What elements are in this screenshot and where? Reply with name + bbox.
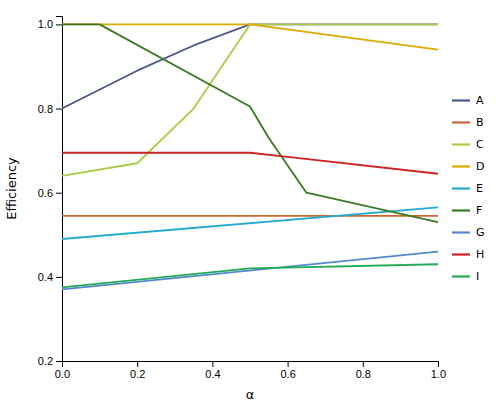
legend-swatch (452, 253, 470, 255)
tick-label: 1.0 (431, 368, 446, 380)
series-line (62, 24, 438, 49)
series-line (62, 24, 438, 222)
tick: 0.6 (38, 187, 62, 199)
tick-label: 0.8 (356, 368, 371, 380)
tick-label: 0.2 (38, 355, 53, 367)
axis-line (56, 17, 63, 362)
tick-mark (288, 361, 289, 367)
tick: 0.2 (130, 361, 145, 380)
tick: 0.2 (38, 355, 62, 367)
tick-label: 0.2 (130, 368, 145, 380)
legend-label: C (476, 138, 484, 151)
legend-swatch (452, 143, 470, 145)
legend-label: G (476, 226, 485, 239)
tick: 0.8 (38, 103, 62, 115)
y-axis-title: Efficiency (4, 157, 19, 220)
legend-label: A (476, 94, 484, 107)
legend-swatch (452, 231, 470, 233)
tick-mark (56, 193, 62, 194)
tick-label: 0.0 (55, 368, 70, 380)
x-axis: 0.0 0.2 0.4 0.6 0.8 1.0 (55, 361, 446, 380)
legend-label: B (476, 116, 484, 129)
tick-mark (56, 277, 62, 278)
tick: 0.6 (280, 361, 295, 380)
legend: ABCDEFGHI (452, 94, 485, 283)
legend-item: E (452, 182, 483, 195)
legend-swatch (452, 187, 470, 189)
legend-swatch (452, 99, 470, 101)
legend-swatch (452, 121, 470, 123)
legend-label: I (476, 270, 479, 283)
legend-swatch (452, 165, 470, 167)
series-line (62, 215, 438, 217)
tick: 0.4 (205, 361, 220, 380)
legend-label: F (476, 204, 482, 217)
legend-item: C (452, 138, 484, 151)
tick-label: 0.4 (205, 368, 220, 380)
tick-label: 1.0 (38, 18, 53, 30)
lines (62, 24, 438, 289)
axis-line (63, 362, 439, 368)
tick: 0.0 (55, 361, 70, 380)
legend-swatch (452, 209, 470, 211)
legend-label: E (476, 182, 483, 195)
chart: 0.00.20.40.60.81.00.20.40.60.81.0αEffici… (0, 0, 500, 411)
series-line (62, 24, 438, 175)
tick-label: 0.4 (38, 271, 53, 283)
legend-swatch (452, 275, 470, 277)
series-line (62, 24, 438, 108)
legend-item: F (452, 204, 482, 217)
tick-mark (438, 361, 439, 367)
tick-label: 0.6 (280, 368, 295, 380)
tick-mark (56, 109, 62, 110)
plot: 0.00.20.40.60.81.00.20.40.60.81.0 (38, 17, 446, 380)
series-line (62, 207, 438, 239)
tick-mark (137, 361, 138, 367)
series-line (62, 252, 438, 290)
legend-label: D (476, 160, 484, 173)
y-axis: 0.2 0.4 0.6 0.8 1.0 (38, 17, 63, 368)
tick-mark (56, 24, 62, 25)
tick-mark (212, 361, 213, 367)
tick: 0.8 (356, 361, 371, 380)
legend-item: I (452, 270, 479, 283)
legend-label: H (476, 248, 484, 261)
tick-label: 0.6 (38, 187, 53, 199)
series-line (62, 264, 438, 287)
legend-item: B (452, 116, 484, 129)
x-axis-title: α (246, 387, 255, 402)
tick: 1.0 (431, 361, 446, 380)
legend-item: A (452, 94, 484, 107)
tick: 0.4 (38, 271, 62, 283)
legend-item: D (452, 160, 484, 173)
tick-mark (56, 361, 62, 362)
legend-item: G (452, 226, 485, 239)
legend-item: H (452, 248, 484, 261)
series-line (62, 153, 438, 174)
tick: 1.0 (38, 18, 62, 30)
tick-label: 0.8 (38, 103, 53, 115)
tick-mark (363, 361, 364, 367)
